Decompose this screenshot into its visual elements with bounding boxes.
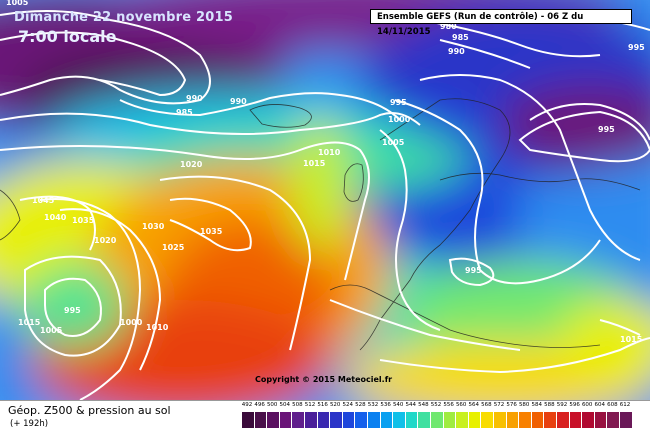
isobar-label: 1045	[32, 196, 55, 205]
chart-title: Géop. Z500 & pression au sol	[8, 404, 171, 417]
legend-color-swatch	[594, 412, 607, 428]
legend-value-label: 612	[619, 402, 631, 408]
isobar-label: 985	[452, 33, 469, 42]
model-run-info: Ensemble GEFS (Run de contrôle) - 06 Z d…	[370, 9, 632, 37]
legend-value-label: 532	[367, 402, 379, 408]
isobar-label: 1005	[6, 0, 29, 7]
color-scale-legend: 492 496 500 504 508 512 516 520 524 528 532 536 540 5…	[242, 402, 634, 432]
legend-color-swatch	[506, 412, 519, 428]
legend-color-swatch	[519, 412, 531, 428]
isobar-label: 1015	[18, 318, 41, 327]
legend-color-swatch	[620, 412, 632, 428]
legend-value-label: 568	[481, 402, 492, 408]
isobar-label: 995	[465, 266, 482, 275]
legend-color-swatch	[368, 412, 380, 428]
isobar-label: 1035	[200, 227, 223, 236]
legend-color-swatch	[317, 412, 330, 428]
legend-value-label: 492	[241, 402, 253, 408]
legend-color-swatch	[569, 412, 582, 428]
legend-value-label: 576	[506, 402, 517, 408]
legend-value-label: 552	[430, 402, 442, 408]
isobar-label: 1005	[40, 326, 63, 335]
legend-value-label: 588	[544, 402, 555, 408]
legend-color-swatch	[342, 412, 355, 428]
legend-color-swatch	[393, 412, 405, 428]
weather-map: 1005 980 985 990 995 990 990 985 995 100…	[0, 0, 650, 400]
isobar-label: 1020	[94, 236, 117, 245]
legend-color-swatch	[544, 412, 556, 428]
legend-color-swatch	[267, 412, 279, 428]
legend-value-label: 544	[405, 402, 417, 408]
legend-value-label: 524	[342, 402, 354, 408]
isobar-label: 985	[176, 108, 193, 117]
legend-value-label: 580	[518, 402, 530, 408]
legend-value-label: 528	[355, 402, 366, 408]
legend-value-label: 608	[607, 402, 618, 408]
isobar-label: 1010	[146, 323, 169, 332]
legend-color-swatch	[242, 412, 254, 428]
isobar-label: 1005	[382, 138, 405, 147]
isobar-label: 995	[628, 43, 645, 52]
isobar-label: 1010	[318, 148, 341, 157]
legend-value-label: 564	[468, 402, 480, 408]
isobar-label: 1000	[120, 318, 143, 327]
legend-value-label: 504	[279, 402, 291, 408]
legend-color-swatch	[380, 412, 393, 428]
legend-value-label: 560	[455, 402, 467, 408]
copyright-notice: Copyright © 2015 Meteociel.fr	[255, 375, 393, 384]
legend-color-swatch	[456, 412, 468, 428]
legend-value-label: 500	[266, 402, 278, 408]
legend-color-swatch	[557, 412, 569, 428]
isobar-label: 990	[448, 47, 465, 56]
legend-color-swatch	[279, 412, 292, 428]
legend-value-label: 536	[380, 402, 391, 408]
isobar-label: 980	[440, 22, 457, 31]
legend-value-label: 596	[569, 402, 580, 408]
forecast-date: Dimanche 22 novembre 2015	[14, 10, 234, 25]
legend-color-swatch	[468, 412, 481, 428]
legend-color-swatch	[254, 412, 267, 428]
legend-color-swatch	[443, 412, 456, 428]
legend-value-label: 572	[493, 402, 505, 408]
isobar-label: 1030	[142, 222, 165, 231]
isobar-label: 1020	[180, 160, 203, 169]
legend-value-label: 520	[329, 402, 341, 408]
legend-color-swatch	[405, 412, 418, 428]
isobar-label: 1000	[388, 115, 411, 124]
isobar-label: 1025	[162, 243, 185, 252]
isobar-label: 990	[186, 94, 203, 103]
legend-color-swatch	[330, 412, 342, 428]
legend-color-swatch	[481, 412, 493, 428]
isobar-label: 1035	[72, 216, 95, 225]
legend-color-swatch	[431, 412, 443, 428]
forecast-local-time: 7:00 locale	[18, 27, 117, 46]
legend-color-swatch	[494, 412, 506, 428]
legend-color-swatch	[292, 412, 304, 428]
legend-value-label: 508	[292, 402, 303, 408]
legend-value-label: 548	[418, 402, 429, 408]
legend-color-swatch	[418, 412, 430, 428]
legend-value-label: 556	[443, 402, 454, 408]
legend-value-label: 516	[317, 402, 328, 408]
legend-value-label: 600	[581, 402, 593, 408]
legend-color-swatch	[607, 412, 619, 428]
isobar-label: 995	[64, 306, 81, 315]
isobar-label: 990	[230, 97, 247, 106]
legend-value-label: 540	[392, 402, 404, 408]
isobar-label: 1015	[620, 335, 643, 344]
legend-value-label: 496	[254, 402, 265, 408]
isobar-label: 1015	[303, 159, 326, 168]
legend-value-label: 592	[556, 402, 568, 408]
isobar-label: 995	[598, 125, 615, 134]
isobar-label: 995	[390, 98, 407, 107]
legend-value-label: 584	[531, 402, 543, 408]
forecast-lead-time: (+ 192h)	[10, 419, 49, 429]
legend-color-swatch	[355, 412, 367, 428]
legend-value-label: 604	[594, 402, 606, 408]
isobar-label: 1040	[44, 213, 67, 222]
legend-color-swatch	[305, 412, 317, 428]
legend-value-label: 512	[304, 402, 316, 408]
legend-color-swatch	[531, 412, 544, 428]
legend-color-swatch	[582, 412, 594, 428]
